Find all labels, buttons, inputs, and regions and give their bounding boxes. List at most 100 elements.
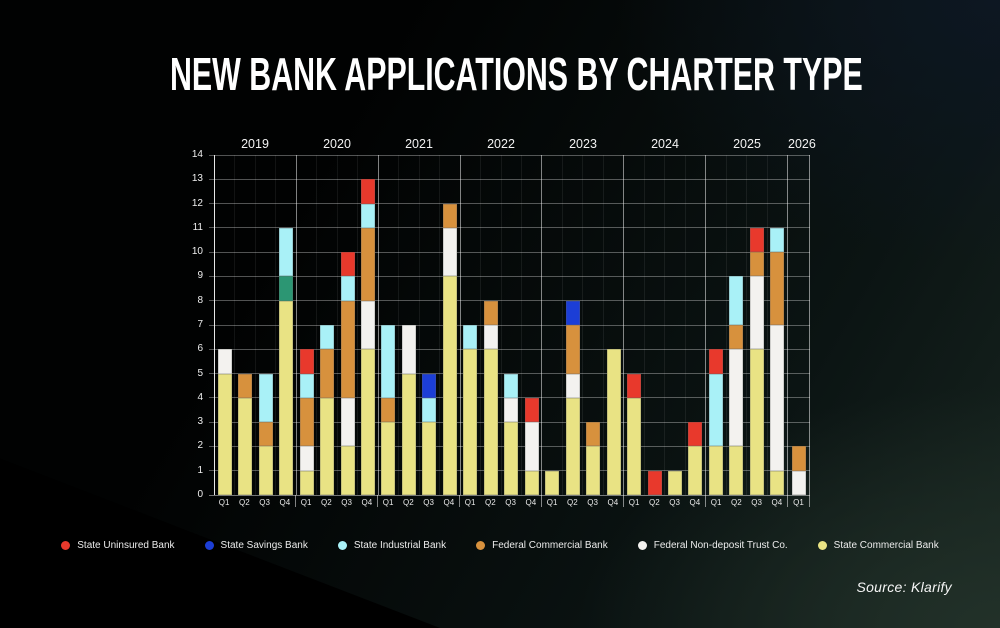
bar-slot (234, 155, 254, 495)
legend-label: Federal Non-deposit Trust Co. (653, 540, 788, 551)
y-axis-label: 0 (197, 489, 203, 500)
bar (279, 227, 294, 495)
quarter-label: Q3 (751, 498, 762, 507)
quarter-label: Q1 (464, 498, 476, 507)
quarter-label: Q1 (546, 498, 558, 507)
bar (299, 349, 314, 495)
legend-item: Federal Non-deposit Trust Co. (637, 540, 788, 551)
y-axis-label: 10 (191, 246, 203, 258)
bar (258, 373, 273, 495)
bar-segment (361, 203, 375, 228)
bar-segment (320, 325, 335, 350)
quarter-label: Q3 (505, 498, 516, 507)
bar-segment (422, 373, 437, 398)
bar-segment (279, 276, 294, 301)
quarter-label: Q2 (649, 498, 660, 507)
quarter-label: Q4 (771, 498, 783, 507)
quarter-label-group: Q1 Q2 Q3 Q4 (296, 495, 378, 507)
bar-slot (297, 155, 316, 495)
quarter-label: Q4 (361, 498, 373, 507)
bar-segment (238, 373, 253, 398)
bar (524, 397, 539, 495)
bar-group (215, 155, 297, 495)
bar (442, 203, 457, 495)
bar-segment (442, 276, 457, 495)
gridline (209, 154, 810, 156)
bar-segment (483, 300, 498, 326)
bar-segment (749, 227, 764, 253)
legend-label: Federal Commercial Bank (492, 540, 608, 551)
bar-segment (238, 397, 253, 495)
bar-segment (627, 373, 642, 398)
gridline (209, 227, 810, 229)
bar-slot (542, 155, 561, 495)
bar-slot (418, 155, 439, 495)
bar-segment (463, 325, 478, 350)
bar-segment (320, 397, 335, 495)
quarter-label: Q3 (341, 498, 352, 507)
bar (320, 325, 335, 495)
quarter-label: Q4 (689, 498, 701, 507)
bar-segment (565, 300, 580, 326)
bar-segment (381, 422, 396, 495)
quarter-label: Q3 (259, 498, 270, 507)
y-axis-label: 8 (197, 294, 203, 306)
bar-slot (398, 155, 418, 495)
legend: State Uninsured Bank State Savings Bank St… (0, 540, 1000, 551)
bar-segment (504, 373, 519, 398)
bar (422, 373, 437, 495)
legend-item: State Commercial Bank (817, 540, 939, 551)
quarter-label-group: Q1 Q2 Q3 Q4 (624, 495, 706, 507)
bar-segment (217, 373, 232, 495)
y-axis-label: 1 (197, 464, 203, 476)
quarter-label: Q2 (321, 498, 332, 507)
bar-segment (749, 349, 764, 495)
bar-segment (442, 227, 457, 277)
y-axis-label: 7 (197, 319, 203, 330)
bar (504, 373, 519, 495)
bar (381, 325, 396, 495)
bar-slot (706, 155, 725, 495)
bar-segment (770, 227, 785, 253)
bar-segment (565, 397, 580, 495)
bar-slot (461, 155, 480, 495)
bar-slot (746, 155, 766, 495)
bar-group (297, 155, 379, 495)
bar-segment (729, 446, 744, 495)
quarter-label-group: Q1 (788, 495, 810, 507)
plot-area: 0 1 2 3 4 5 6 7 8 9 10 11 12 13 14 (192, 149, 810, 500)
quarter-label: Q2 (403, 498, 414, 507)
quarter-label: Q4 (443, 498, 455, 507)
page-title: NEW BANK APPLICATIONS BY CHARTER TYPE (170, 48, 863, 100)
legend-item: State Savings Bank (204, 540, 308, 551)
bar (565, 300, 580, 495)
bar-segment (299, 446, 314, 471)
year-label: 2023 (569, 137, 597, 151)
bar-segment (770, 470, 785, 495)
legend-label: State Uninsured Bank (77, 540, 175, 551)
y-axis-label: 12 (191, 197, 203, 209)
y-axis-label: 9 (197, 270, 203, 282)
year-label: 2020 (323, 137, 351, 151)
quarter-label: Q2 (731, 498, 742, 507)
bar-segment (381, 325, 396, 398)
bar-segment (524, 397, 539, 423)
bar-segment (647, 470, 662, 495)
gridline (209, 300, 810, 302)
bar (729, 276, 744, 495)
bar-slot (561, 155, 582, 495)
bar-segment (770, 325, 785, 471)
bar-segment (770, 252, 785, 326)
quarter-label: Q3 (423, 498, 434, 507)
bar (770, 227, 785, 495)
bar-group (706, 155, 789, 495)
y-axis-label: 2 (197, 440, 203, 452)
gridline (209, 324, 810, 326)
bar-slot (500, 155, 521, 495)
bar-segment (258, 446, 273, 495)
bar-segment (361, 300, 375, 350)
bar-group (461, 155, 543, 495)
bar (238, 373, 253, 495)
